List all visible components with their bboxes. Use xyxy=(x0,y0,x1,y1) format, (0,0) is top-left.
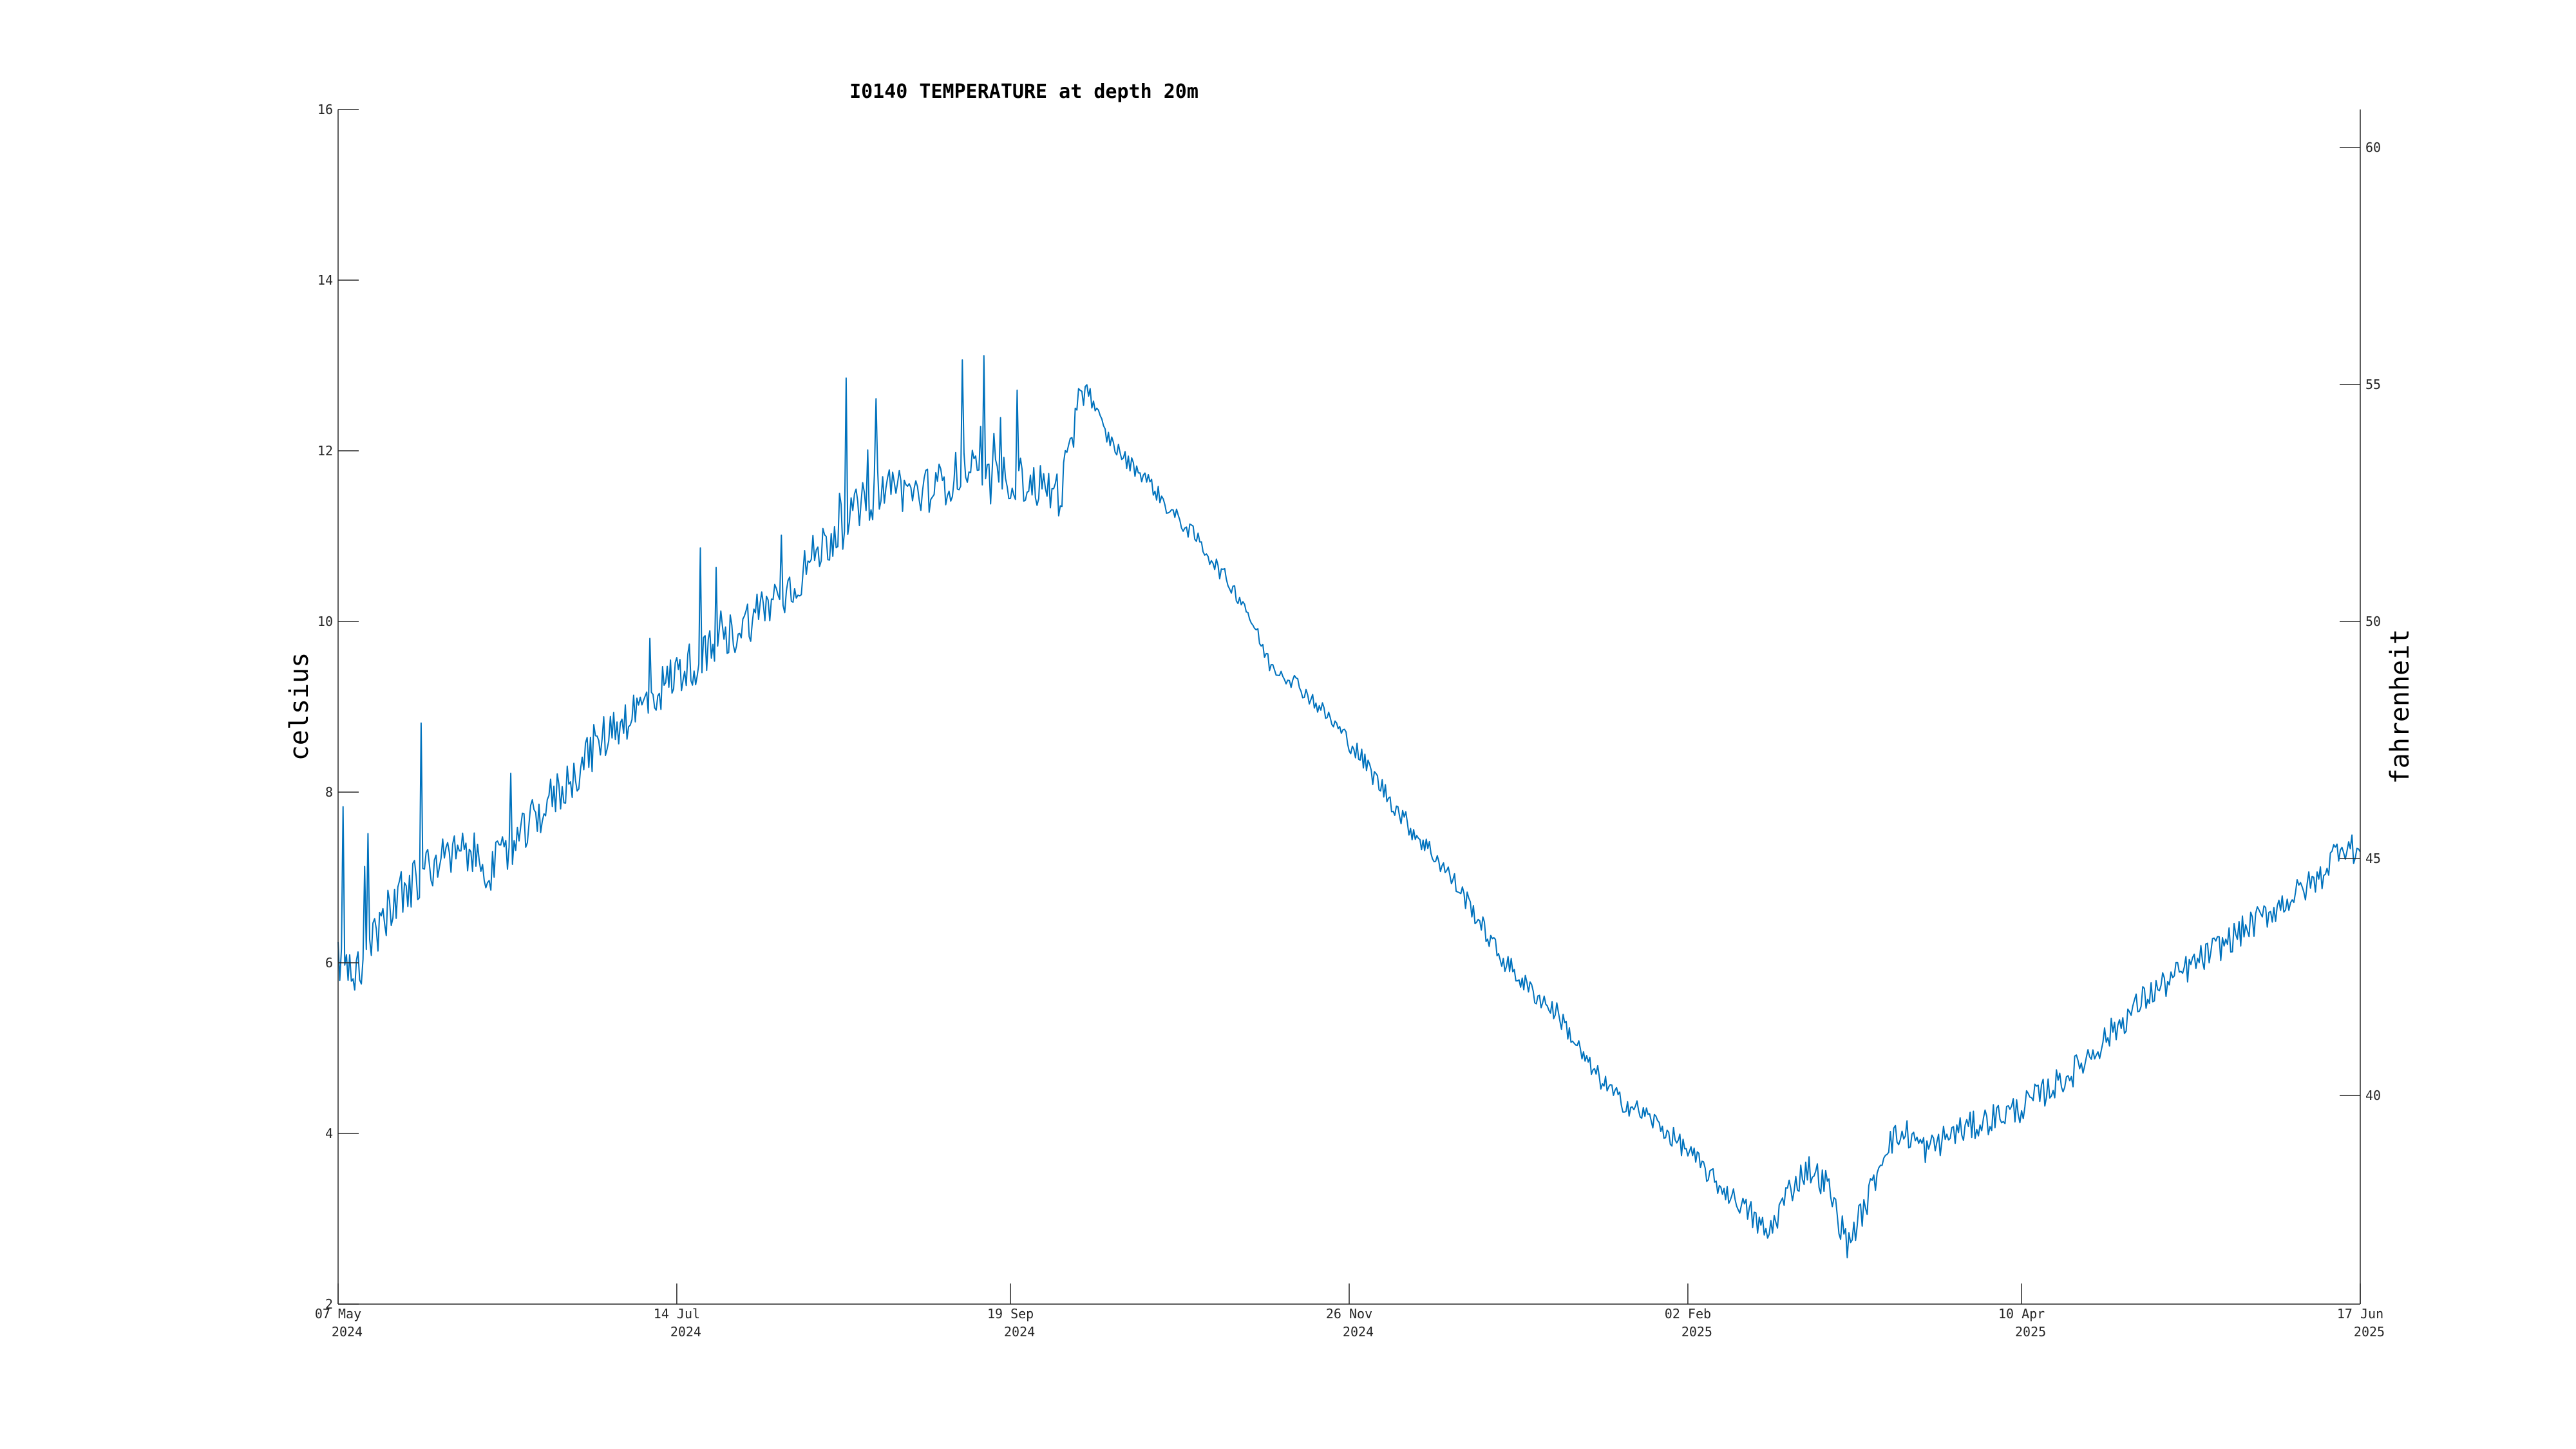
x-tick-label-date: 17 Jun xyxy=(2337,1306,2383,1321)
y-tick-label: 8 xyxy=(325,784,333,800)
y-tick-label: 2 xyxy=(325,1296,333,1312)
x-tick-label-date: 07 May xyxy=(315,1306,361,1321)
y-tick-label: 4 xyxy=(325,1126,333,1141)
x-tick-label-year: 2025 xyxy=(1681,1324,1712,1340)
y-tick-label: 6 xyxy=(325,955,333,971)
x-tick-label-year: 2024 xyxy=(332,1324,363,1340)
y-tick-label: 16 xyxy=(317,102,333,117)
x-tick-label-year: 2025 xyxy=(2015,1324,2046,1340)
y-axis-title-right: fahrenheit xyxy=(2385,629,2415,784)
temperature-series-line xyxy=(337,355,2361,1258)
x-tick-label-year: 2024 xyxy=(1004,1324,1035,1340)
x-tick-label-date: 02 Feb xyxy=(1665,1306,1711,1321)
x-tick-label-year: 2024 xyxy=(1343,1324,1374,1340)
y-tick-label: 14 xyxy=(317,272,333,288)
x-tick-label-date: 26 Nov xyxy=(1326,1306,1372,1321)
series-group xyxy=(337,355,2361,1258)
x-tick-label-date: 14 Jul xyxy=(654,1306,700,1321)
x-tick-label-year: 2025 xyxy=(2354,1324,2385,1340)
y2-tick-label: 55 xyxy=(2365,377,2381,392)
y-tick-label: 10 xyxy=(317,614,333,629)
y-tick-label: 12 xyxy=(317,443,333,459)
y2-tick-label: 50 xyxy=(2365,614,2381,629)
axes-group: 2 4 6 8 10 12 14 16 40 45 50 55 60 07 May 2024 14 Jul 20… xyxy=(315,102,2385,1340)
x-tick-label-date: 19 Sep xyxy=(987,1306,1034,1321)
x-tick-label-year: 2024 xyxy=(670,1324,701,1340)
y-axis-title-left: celsius xyxy=(285,652,314,761)
x-tick-label-date: 10 Apr xyxy=(1998,1306,2045,1321)
plot-area xyxy=(338,109,2360,1304)
y2-tick-label: 45 xyxy=(2365,851,2381,866)
y2-tick-label: 40 xyxy=(2365,1088,2381,1103)
y2-tick-label: 60 xyxy=(2365,140,2381,155)
chart-title: I0140 TEMPERATURE at depth 20m xyxy=(849,80,1198,103)
